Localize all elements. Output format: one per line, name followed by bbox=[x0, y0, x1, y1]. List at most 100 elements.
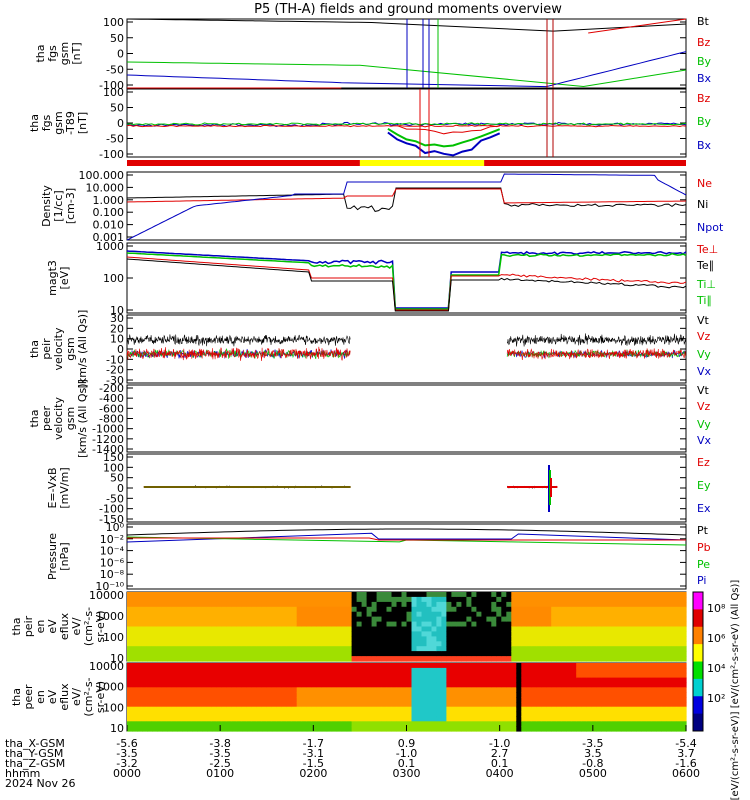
spec-cell bbox=[166, 631, 173, 637]
spec-cell bbox=[421, 663, 428, 669]
spec-cell bbox=[196, 646, 203, 652]
spec-cell bbox=[526, 646, 532, 652]
legend-entry: Bz bbox=[697, 92, 711, 105]
spec-cell bbox=[431, 711, 438, 718]
y-tick-label: 100 bbox=[103, 16, 124, 29]
legend-entry: Npot bbox=[697, 221, 724, 234]
spec-cell bbox=[271, 706, 278, 713]
spec-cell bbox=[246, 651, 253, 657]
spec-cell bbox=[137, 606, 143, 613]
spec-cell bbox=[196, 601, 203, 608]
spec-cell bbox=[221, 592, 228, 598]
spec-cell bbox=[406, 692, 413, 698]
spec-cell bbox=[241, 663, 248, 669]
spec-cell bbox=[436, 601, 442, 608]
spec-cell bbox=[236, 641, 243, 647]
spec-cell bbox=[446, 592, 452, 598]
spec-cell bbox=[601, 611, 607, 618]
spec-cell bbox=[261, 726, 268, 732]
spec-cell bbox=[661, 611, 667, 618]
spec-cell bbox=[137, 672, 143, 679]
spec-cell bbox=[281, 726, 288, 732]
spec-cell bbox=[601, 636, 607, 642]
spec-cell bbox=[231, 656, 238, 662]
time-axis-value: 0.1 bbox=[398, 757, 416, 770]
spec-cell bbox=[416, 701, 423, 708]
spec-cell bbox=[396, 656, 403, 662]
spec-cell bbox=[236, 706, 243, 713]
spec-cell bbox=[636, 626, 642, 632]
legend-entry: By bbox=[697, 55, 712, 68]
spec-cell bbox=[246, 692, 253, 698]
spec-cell bbox=[152, 682, 158, 688]
spec-cell bbox=[176, 672, 183, 679]
y-tick-label: 10 bbox=[110, 652, 124, 665]
spec-cell bbox=[536, 687, 542, 693]
spec-cell bbox=[496, 636, 502, 642]
spec-cell bbox=[526, 601, 532, 608]
time-axis-row-label: tha_Y-GSM bbox=[5, 747, 63, 760]
spec-cell bbox=[181, 601, 188, 608]
spec-cell bbox=[536, 596, 542, 603]
spec-cell bbox=[471, 601, 477, 608]
spec-cell bbox=[481, 651, 487, 657]
spec-cell bbox=[501, 677, 507, 684]
spec-cell bbox=[281, 641, 288, 647]
spec-cell bbox=[566, 631, 572, 637]
spec-cell bbox=[461, 697, 467, 703]
spec-cell bbox=[216, 721, 223, 727]
spec-cell bbox=[216, 677, 223, 684]
spec-cell bbox=[281, 711, 288, 718]
spec-cell bbox=[147, 706, 153, 713]
spec-cell bbox=[137, 677, 143, 684]
spec-cell bbox=[296, 687, 303, 693]
spec-cell bbox=[556, 706, 562, 713]
spec-cell bbox=[266, 646, 273, 652]
spec-cell bbox=[611, 697, 617, 703]
spec-cell bbox=[401, 641, 408, 647]
spec-cell bbox=[541, 616, 547, 623]
spec-cell bbox=[231, 631, 238, 637]
spec-cell bbox=[361, 606, 368, 613]
spec-cell bbox=[596, 626, 602, 632]
spec-cell bbox=[326, 697, 333, 703]
spec-cell bbox=[137, 656, 143, 662]
spec-cell bbox=[226, 656, 233, 662]
spec-cell bbox=[161, 656, 168, 662]
spec-cell bbox=[371, 677, 378, 684]
spec-cell bbox=[371, 651, 378, 657]
spec-cell bbox=[641, 616, 647, 623]
spec-cell bbox=[466, 677, 472, 684]
spec-cell bbox=[152, 711, 158, 718]
spec-cell bbox=[142, 611, 148, 618]
spec-cell bbox=[636, 631, 642, 637]
spec-cell bbox=[421, 636, 428, 642]
spec-cell bbox=[621, 636, 627, 642]
spec-cell bbox=[137, 601, 143, 608]
spec-cell bbox=[361, 687, 368, 693]
spec-cell bbox=[561, 682, 567, 688]
spec-cell bbox=[611, 601, 617, 608]
spec-cell bbox=[681, 621, 687, 628]
spec-cell bbox=[351, 667, 358, 674]
spec-cell bbox=[651, 592, 657, 598]
spec-cell bbox=[142, 606, 148, 613]
spec-cell bbox=[366, 646, 373, 652]
spec-cell bbox=[546, 611, 552, 618]
spec-cell bbox=[401, 626, 408, 632]
spec-cell bbox=[646, 687, 652, 693]
spec-cell bbox=[506, 692, 512, 698]
spec-cell bbox=[127, 726, 133, 732]
spec-cell bbox=[416, 672, 423, 679]
spec-cell bbox=[316, 721, 323, 727]
spec-cell bbox=[281, 716, 288, 722]
spec-cell bbox=[231, 606, 238, 613]
spec-cell bbox=[356, 706, 363, 713]
spec-cell bbox=[376, 682, 383, 688]
spec-cell bbox=[576, 682, 582, 688]
spec-cell bbox=[371, 687, 378, 693]
spec-cell bbox=[366, 667, 373, 674]
spec-cell bbox=[501, 687, 507, 693]
spec-cell bbox=[541, 692, 547, 698]
spec-cell bbox=[236, 716, 243, 722]
